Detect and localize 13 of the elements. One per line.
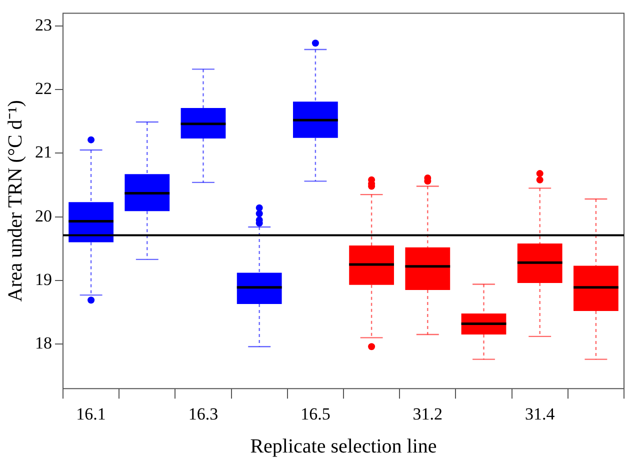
- y-tick-label: 21: [35, 142, 52, 162]
- x-axis-title: Replicate selection line: [250, 435, 437, 458]
- x-tick-label: 16.5: [300, 404, 330, 424]
- y-tick-label: 23: [35, 15, 52, 34]
- x-tick-label: 31.2: [412, 404, 443, 424]
- x-tick-label: 16.1: [76, 404, 106, 424]
- y-axis-title: Area under TRN (°C d⁻¹): [4, 100, 26, 302]
- y-tick-label: 22: [35, 79, 52, 98]
- y-tick-label: 20: [35, 206, 52, 226]
- x-tick-label: 31.4: [524, 404, 556, 424]
- x-tick-label: 16.3: [188, 404, 218, 424]
- y-tick-label: 19: [35, 270, 52, 289]
- y-tick-label: 18: [35, 334, 52, 353]
